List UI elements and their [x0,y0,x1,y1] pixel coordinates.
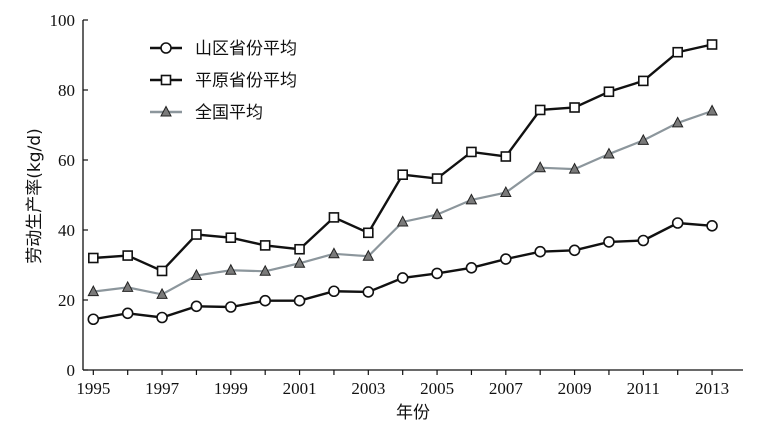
data-point [396,272,409,284]
data-point [259,294,271,307]
data-point [638,75,649,87]
legend-label: 平原省份平均 [195,71,297,91]
data-point [328,247,340,259]
y-tick-label: 40 [58,221,75,240]
legend-marker [160,74,172,86]
x-tick-label: 2001 [283,379,317,398]
data-point [225,232,237,243]
data-point [363,227,374,239]
legend-item: 山区省份平均 [150,39,297,59]
data-point [466,146,477,158]
legend-item: 平原省份平均 [150,71,297,91]
data-point [88,252,99,264]
series-line [93,221,713,321]
data-point [534,104,546,116]
data-point [156,287,168,299]
data-point [431,267,443,280]
data-point [603,86,615,98]
data-point [121,280,134,292]
series-triangle [87,104,718,299]
x-tick-label: 2013 [695,379,729,398]
data-point [706,220,718,232]
y-tick-label: 80 [58,81,75,100]
legend-marker [160,105,172,117]
legend-label: 山区省份平均 [195,39,297,59]
data-point [294,243,305,255]
x-tick-label: 1997 [145,379,180,398]
data-point [637,234,650,247]
data-point [465,193,478,205]
data-point [499,185,512,198]
series-line [93,43,713,273]
data-point [534,161,547,173]
data-point [362,286,375,298]
data-point [534,245,546,258]
data-point [87,313,100,326]
data-point [87,285,100,297]
data-point [637,133,650,145]
data-point [225,301,237,313]
x-tick-label: 1995 [76,379,110,398]
data-point [121,307,134,320]
data-point [397,169,408,180]
data-point [191,229,202,240]
y-tick-label: 20 [58,291,75,310]
ticks: 0 20 40 60 80 100 1995 1997 1999 2001 2003 2005 2007… [50,11,730,398]
legend-item: 全国平均 [150,103,263,123]
data-point [431,173,443,184]
data-point [259,240,271,251]
data-point [671,217,684,229]
data-point [500,151,512,162]
y-tick-label: 100 [50,11,76,30]
legend-marker [160,42,172,54]
x-tick-label: 2009 [558,379,592,398]
data-point [672,46,683,58]
data-point [293,256,306,268]
y-tick-label: 0 [67,361,76,380]
data-point [671,116,684,128]
data-point [431,208,443,220]
data-point [122,250,133,261]
legend-label: 全国平均 [195,103,263,123]
data-point [293,294,306,307]
series-line [93,109,713,296]
axes [82,20,743,371]
data-point [259,264,272,276]
x-tick-label: 2011 [627,379,660,398]
y-axis-label: 劳动生产率(kg/d) [25,128,45,263]
data-point [568,244,581,257]
x-axis-label: 年份 [396,403,430,423]
data-point [568,162,581,174]
data-point [706,39,718,50]
x-tick-label: 1999 [214,379,248,398]
data-point [569,102,580,113]
x-tick-label: 2005 [420,379,454,398]
data-point [328,285,340,298]
data-point [603,236,615,248]
x-tick-label: 2003 [351,379,385,398]
data-point [396,215,409,227]
x-tick-label: 2007 [489,379,524,398]
y-tick-label: 60 [58,151,75,170]
data-point [328,212,340,223]
data-point [156,311,168,324]
data-point [190,300,203,313]
series-layer [87,39,718,326]
data-point [603,147,615,159]
data-point [190,268,203,280]
data-point [156,265,168,277]
data-point [706,104,718,116]
data-point [465,261,478,274]
data-point [224,263,237,275]
series-square [88,39,718,277]
data-point [500,253,512,265]
data-point [362,249,375,261]
series-circle [87,217,718,326]
